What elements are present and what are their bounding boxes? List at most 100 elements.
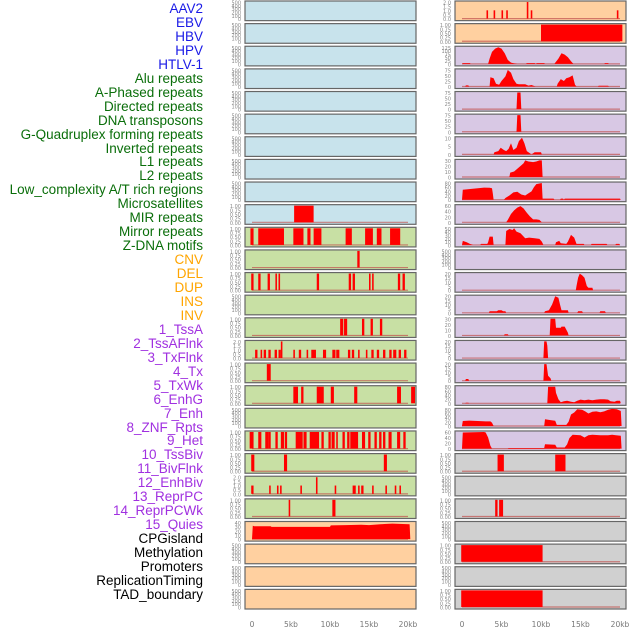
y-tick-label: 200 <box>231 78 241 84</box>
track-label: G-Quadruplex forming repeats <box>20 126 203 142</box>
y-tick-label: 20 <box>445 272 451 278</box>
track-label: Microsatellites <box>117 196 203 212</box>
y-tick-label: 0.00 <box>440 470 451 476</box>
y-tick-label: 0.75 <box>230 457 241 463</box>
signal-bar <box>526 2 529 19</box>
y-tick-label: 0 <box>448 492 451 498</box>
signal-bar <box>336 431 338 449</box>
panel-background <box>454 226 627 248</box>
y-tick-label: 300 <box>441 573 451 579</box>
signal-bar <box>397 386 401 404</box>
signal-bar <box>321 431 324 449</box>
signal-area <box>462 408 622 426</box>
signal-bar <box>280 485 282 494</box>
track-label: 10_TssBiv <box>141 447 203 463</box>
y-tick-label: 50 <box>445 56 451 62</box>
panel-background <box>244 362 417 384</box>
panel-background <box>454 475 627 497</box>
y-tick-label: 200 <box>231 101 241 107</box>
signal-area <box>462 386 621 404</box>
y-tick-label: 100 <box>441 489 451 495</box>
panel-background <box>454 520 627 542</box>
y-tick-label: 300 <box>231 188 241 194</box>
y-tick-label: 100 <box>231 602 241 608</box>
panel-background <box>244 588 417 610</box>
y-tick-label: 0 <box>448 447 451 453</box>
y-tick-label: 0 <box>238 560 241 566</box>
y-tick-label: 25 <box>445 79 451 85</box>
signal-bar <box>376 228 382 245</box>
signal-bar <box>347 431 350 449</box>
panel-background <box>244 317 417 339</box>
y-tick-label: 1.00 <box>440 544 451 550</box>
y-tick-label: 100 <box>231 14 241 20</box>
y-tick-label: 500 <box>231 182 241 188</box>
panel-background <box>244 0 417 22</box>
signal-bar <box>461 545 543 562</box>
y-tick-label: 1.00 <box>230 204 241 210</box>
y-tick-label: 80 <box>445 182 451 188</box>
signal-bar <box>298 349 302 359</box>
signal-bar <box>361 318 365 336</box>
y-tick-label: 100 <box>231 580 241 586</box>
track-label: Methylation <box>133 545 203 561</box>
y-tick-label: 0.00 <box>230 334 241 340</box>
y-tick-label: 20 <box>445 442 451 448</box>
left-track-panel: 1.000.750.500.250.00 <box>230 226 417 249</box>
y-tick-label: 15 <box>445 299 451 305</box>
y-tick-label: 1.00 <box>230 363 241 369</box>
track-label: TAD_boundary <box>113 586 203 602</box>
y-tick-label: 15 <box>445 276 451 282</box>
signal-bar <box>385 485 387 494</box>
y-tick-label: 0.50 <box>230 212 241 218</box>
y-tick-label: 80 <box>445 408 451 414</box>
y-tick-label: 20 <box>445 398 451 404</box>
y-tick-label: 10 <box>445 280 451 286</box>
y-tick-label: 0.00 <box>440 560 451 566</box>
y-tick-label: 15 <box>445 344 451 350</box>
panel-background <box>454 294 627 316</box>
signal-bar <box>255 349 258 359</box>
signal-bar <box>267 273 270 291</box>
signal-bar <box>365 228 373 245</box>
y-tick-label: 500 <box>231 589 241 595</box>
y-tick-label: 0 <box>448 289 451 295</box>
y-tick-label: 200 <box>231 146 241 152</box>
y-tick-label: 400 <box>231 72 241 78</box>
y-tick-label: 10 <box>445 170 451 176</box>
right-track-panel: 1.000.750.500.250.00 <box>440 543 627 566</box>
panel-background <box>244 271 417 293</box>
y-tick-label: 400 <box>231 298 241 304</box>
track-label: DNA transposons <box>97 112 203 128</box>
signal-area <box>462 183 621 200</box>
y-tick-label: 0.25 <box>230 330 241 336</box>
x-tick-label: 20kb <box>399 620 418 629</box>
track-label: DUP <box>174 280 203 295</box>
signal-bar <box>266 364 271 381</box>
track-label: EBV <box>175 14 203 30</box>
signal-bar <box>275 431 278 449</box>
y-tick-label: 0.50 <box>230 394 241 400</box>
y-tick-label: 100 <box>441 49 451 55</box>
track-label: HPV <box>175 42 203 58</box>
track-label: 14_ReprPCWk <box>112 503 203 519</box>
signal-bar <box>288 499 291 517</box>
y-tick-label: 300 <box>231 301 241 307</box>
left-track-panel: 2.01.51.00.50.0 <box>233 475 417 498</box>
panel-background <box>454 0 627 22</box>
y-tick-label: 0.75 <box>230 254 241 260</box>
y-tick-label: 1.00 <box>230 227 241 233</box>
y-tick-label: 200 <box>231 418 241 424</box>
panel-background <box>454 68 627 90</box>
y-tick-label: 500 <box>231 114 241 120</box>
signal-bar <box>278 273 281 291</box>
signal-bar <box>506 10 508 19</box>
